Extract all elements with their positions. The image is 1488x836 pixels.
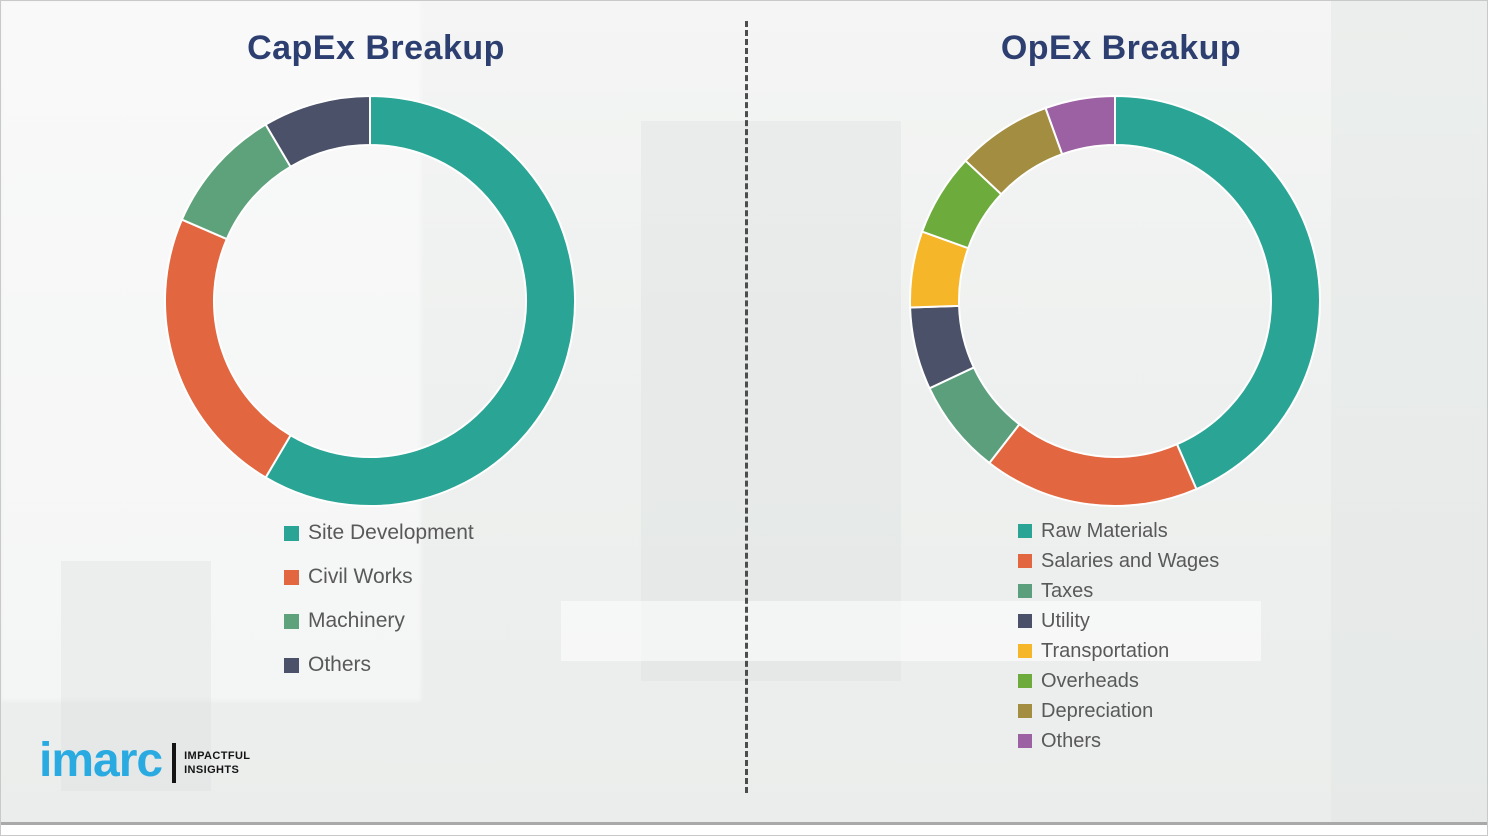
legend-item-taxes: Taxes (1018, 576, 1219, 606)
legend-swatch (1018, 614, 1032, 628)
legend-label: Taxes (1041, 579, 1094, 602)
background-texture (1331, 1, 1487, 835)
legend-item-depreciation: Depreciation (1018, 696, 1219, 726)
legend-label: Civil Works (308, 565, 413, 588)
bottom-border-strip (1, 822, 1487, 835)
legend-item-civil-works: Civil Works (284, 555, 474, 599)
legend-item-salaries-and-wages: Salaries and Wages (1018, 546, 1219, 576)
legend-item-others: Others (284, 643, 474, 687)
imarc-logo: imarc IMPACTFUL INSIGHTS (39, 737, 250, 785)
legend-label: Others (1041, 729, 1102, 752)
legend-label: Utility (1041, 609, 1090, 632)
legend-swatch (1018, 734, 1032, 748)
logo-tagline-line2: INSIGHTS (184, 764, 240, 776)
donut-segment-others (264, 94, 371, 169)
legend-label: Machinery (308, 609, 405, 632)
donut-segment-site-development (264, 94, 576, 507)
donut-segment-raw-materials (1114, 94, 1321, 491)
background-texture (641, 121, 901, 681)
donut-segment-others (1044, 94, 1116, 156)
legend-swatch (1018, 674, 1032, 688)
vertical-dashed-divider (745, 21, 748, 793)
donut-segment-machinery (180, 123, 292, 241)
legend-swatch (1018, 584, 1032, 598)
legend-item-utility: Utility (1018, 606, 1219, 636)
legend-label: Site Development (308, 521, 474, 544)
legend-label: Depreciation (1041, 699, 1154, 722)
opex-donut-chart (909, 94, 1321, 507)
legend-swatch (284, 525, 299, 541)
logo-tagline-line1: IMPACTFUL (184, 749, 251, 762)
opex-chart-title: OpEx Breakup (1000, 29, 1242, 67)
legend-item-others: Others (1018, 726, 1219, 756)
capex-chart-title: CapEx Breakup (247, 29, 505, 67)
legend-swatch (1018, 524, 1032, 538)
capex-legend: Site Development Civil Works Machinery Othe… (284, 511, 474, 687)
legend-item-overheads: Overheads (1018, 666, 1219, 696)
logo-tagline: IMPACTFUL INSIGHTS (184, 749, 250, 778)
donut-segment-salaries-and-wages (987, 422, 1198, 507)
logo-divider-bar (172, 743, 177, 783)
legend-swatch (284, 613, 299, 629)
legend-item-raw-materials: Raw Materials (1018, 516, 1219, 546)
legend-item-machinery: Machinery (284, 599, 474, 643)
legend-label: Raw Materials (1041, 519, 1168, 542)
legend-label: Salaries and Wages (1041, 549, 1220, 572)
legend-label: Transportation (1041, 639, 1170, 662)
legend-swatch (1018, 704, 1032, 718)
legend-item-transportation: Transportation (1018, 636, 1219, 666)
legend-swatch (1018, 644, 1032, 658)
legend-swatch (284, 657, 299, 673)
legend-swatch (1018, 554, 1032, 568)
capex-donut-chart (164, 94, 576, 507)
donut-segment-civil-works (164, 218, 292, 479)
imarc-wordmark: imarc (39, 734, 163, 787)
legend-item-site-development: Site Development (284, 511, 474, 555)
legend-label: Others (308, 653, 372, 676)
legend-label: Overheads (1041, 669, 1139, 692)
opex-legend: Raw Materials Salaries and Wages Taxes Util… (1018, 516, 1219, 756)
legend-swatch (284, 569, 299, 585)
